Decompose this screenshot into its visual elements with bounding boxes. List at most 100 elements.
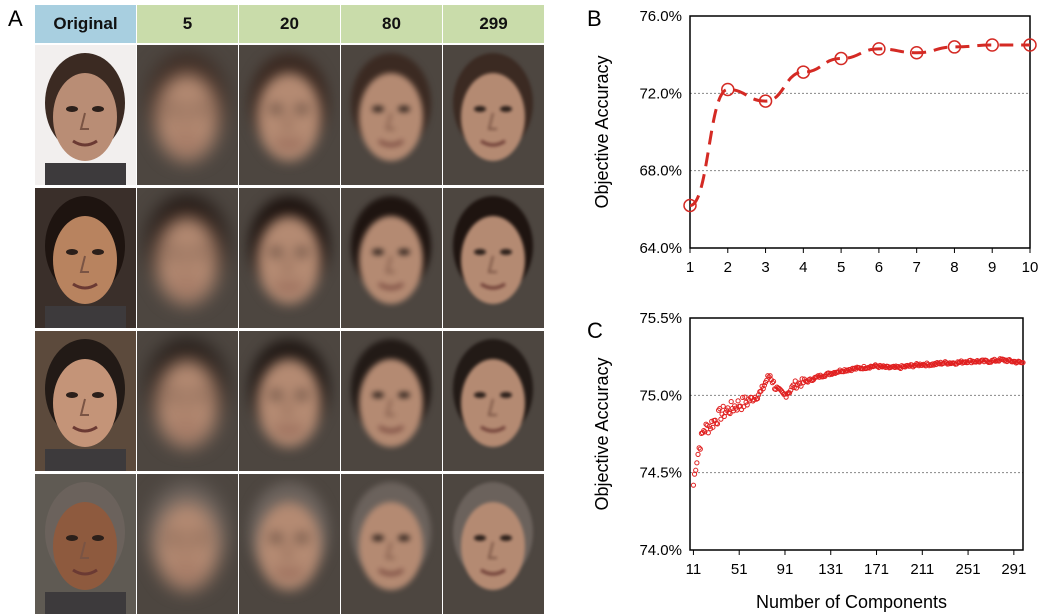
data-point: [697, 446, 703, 452]
data-point: [770, 378, 777, 385]
original-face-image: [35, 474, 136, 614]
face-reconstruction-grid: Original 5 20 80 299: [35, 5, 545, 615]
data-point: [744, 402, 750, 408]
y-tick-label: 74.5%: [639, 465, 682, 482]
x-tick-label: 6: [875, 259, 883, 276]
data-point: [714, 421, 721, 427]
data-point: [1020, 359, 1026, 366]
data-point: [872, 42, 886, 56]
data-point: [793, 385, 800, 391]
reconstructed-face-image: [341, 188, 442, 328]
y-tick-label: 74.0%: [639, 542, 682, 559]
reconstructed-face-image: [137, 188, 238, 328]
data-point: [871, 363, 877, 369]
reconstructed-face-image: [341, 45, 442, 185]
reconstructed-face-image: [239, 474, 340, 614]
data-point: [712, 417, 718, 423]
x-tick-label: 9: [988, 259, 996, 276]
row-separator: [35, 186, 545, 188]
x-tick-label: 91: [777, 561, 794, 578]
reconstructed-face-image: [341, 331, 442, 471]
y-tick-label: 64.0%: [639, 240, 682, 257]
panel-letter-c: C: [587, 318, 603, 343]
data-point: [769, 380, 775, 386]
data-point: [726, 410, 732, 416]
data-point: [796, 65, 811, 79]
data-point: [695, 451, 701, 457]
y-tick-label: 75.5%: [639, 310, 682, 327]
reconstructed-face-image: [341, 474, 442, 614]
reconstructed-face-image: [137, 474, 238, 614]
data-point: [929, 361, 936, 367]
data-point: [690, 482, 697, 488]
data-point: [798, 383, 804, 389]
data-point: [740, 394, 746, 401]
row-separator: [35, 329, 545, 331]
data-point: [947, 40, 962, 54]
data-point: [702, 429, 708, 435]
panel-letter-b: B: [587, 6, 602, 31]
reconstructed-face-image: [239, 188, 340, 328]
data-point: [718, 416, 724, 422]
column-header: 20: [239, 5, 340, 43]
data-point: [756, 392, 762, 398]
data-point: [791, 384, 797, 391]
x-tick-label: 51: [731, 561, 748, 578]
column-header: Original: [35, 5, 136, 43]
y-tick-label: 72.0%: [639, 85, 682, 102]
chart-b: 64.0% 68.0% 72.0% 76.0% 1 2 3 4 5 6 7 8 9 10 Objective…: [592, 8, 1038, 276]
data-point: [722, 409, 729, 416]
x-tick-label: 131: [818, 561, 843, 578]
data-point: [761, 382, 767, 388]
x-tick-label: 7: [912, 259, 920, 276]
original-face-image: [35, 331, 136, 471]
chart-c: 74.0% 74.5% 75.0% 75.5% 11 51 91 131 171 211 251 29…: [592, 310, 1026, 612]
data-point: [717, 405, 723, 412]
data-point: [760, 386, 766, 392]
reconstructed-face-image: [239, 45, 340, 185]
data-point: [683, 198, 697, 213]
y-axis-label: Objective Accuracy: [592, 55, 612, 208]
x-tick-label: 3: [761, 259, 769, 276]
series-line: [689, 43, 1030, 207]
reconstructed-face-image: [239, 331, 340, 471]
y-tick-label: 75.0%: [639, 387, 682, 404]
original-face-image: [35, 188, 136, 328]
data-point: [786, 390, 793, 396]
data-point: [721, 82, 735, 97]
data-point: [696, 445, 702, 451]
data-point: [720, 403, 726, 409]
data-point: [946, 361, 952, 367]
x-tick-label: 211: [910, 561, 934, 578]
column-header: 80: [341, 5, 442, 43]
x-tick-label: 251: [956, 561, 981, 578]
data-point: [985, 38, 999, 52]
x-tick-label: 4: [799, 259, 807, 276]
plot-frame: [689, 15, 1031, 249]
data-point: [915, 361, 921, 368]
column-header: 5: [137, 5, 238, 43]
x-tick-label: 10: [1022, 259, 1038, 276]
row-separator: [35, 472, 545, 474]
x-tick-label: 1: [686, 259, 694, 276]
data-point: [710, 424, 716, 430]
reconstructed-face-image: [443, 45, 544, 185]
y-tick-label: 68.0%: [639, 163, 682, 180]
column-header: 299: [443, 5, 544, 43]
original-face-image: [35, 45, 136, 185]
reconstructed-face-image: [443, 188, 544, 328]
data-point: [693, 467, 699, 473]
data-point: [728, 398, 734, 405]
data-point: [735, 398, 741, 404]
data-point: [984, 358, 991, 365]
data-point: [694, 460, 700, 466]
x-tick-label: 2: [724, 259, 732, 276]
x-tick-label: 171: [864, 561, 889, 578]
x-axis-label: Number of Components: [756, 592, 947, 612]
data-point: [706, 423, 713, 429]
data-point: [783, 394, 789, 400]
data-point: [701, 428, 707, 434]
x-tick-label: 11: [686, 561, 702, 578]
x-tick-label: 8: [950, 259, 958, 276]
x-tick-label: 291: [1001, 561, 1026, 578]
